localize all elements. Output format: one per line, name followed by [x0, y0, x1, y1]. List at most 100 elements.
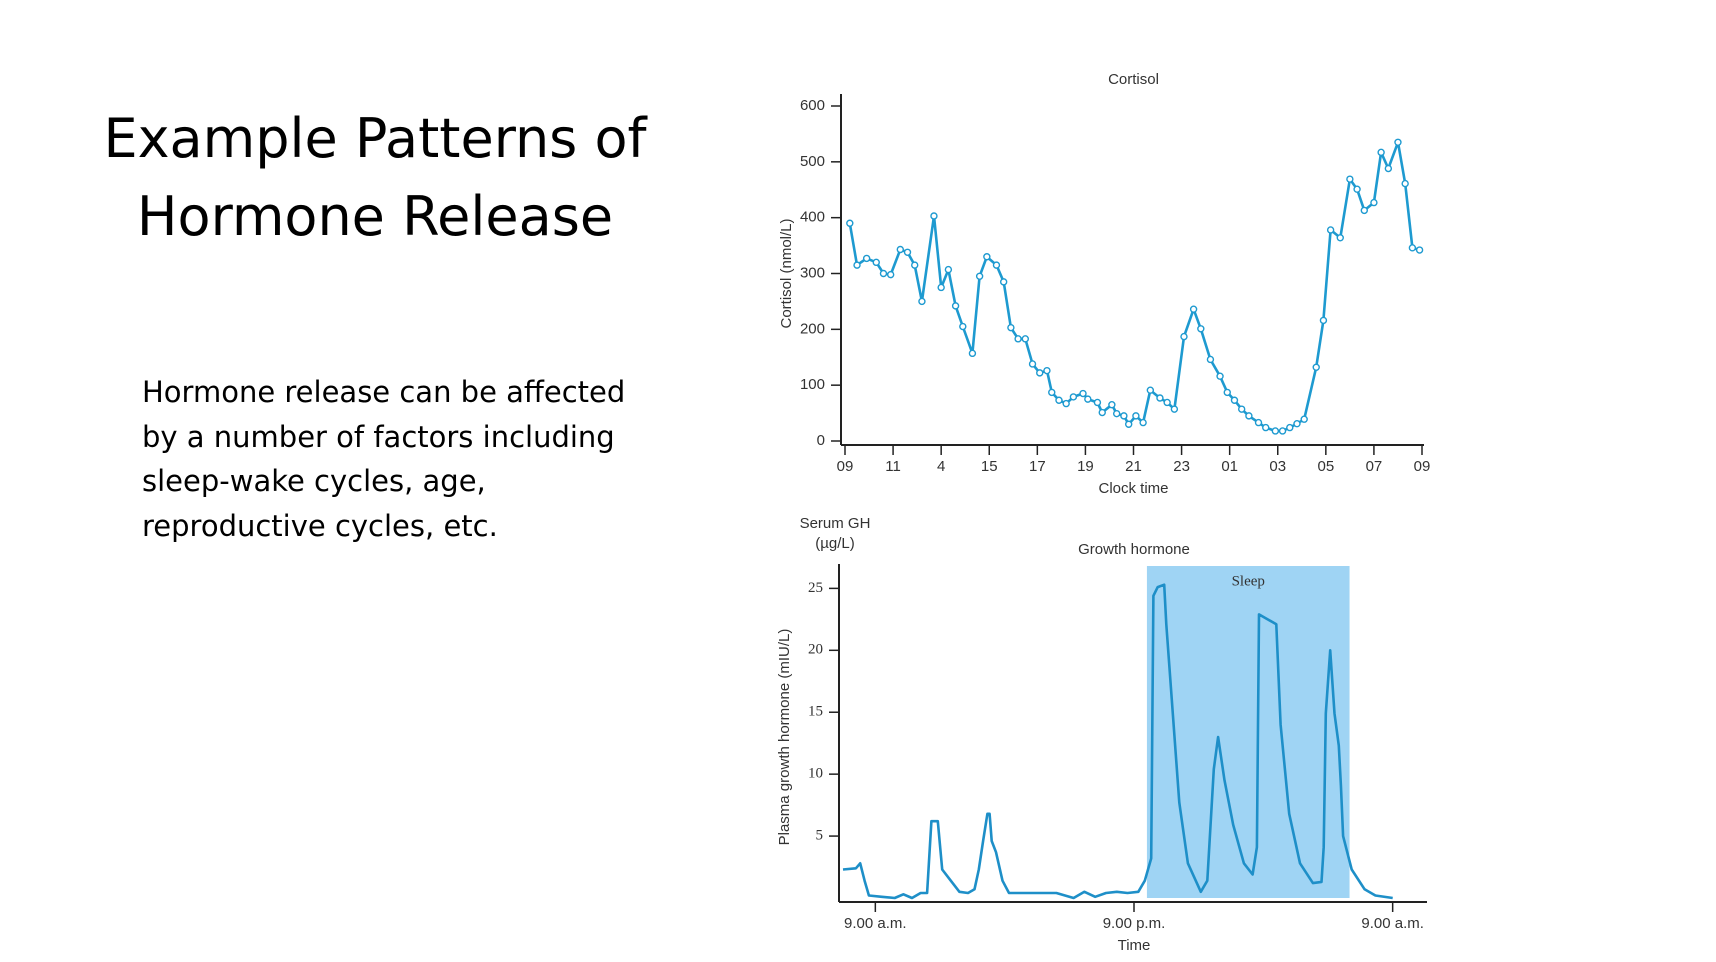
data-point [1108, 401, 1116, 409]
y-tick-label: 25 [808, 580, 823, 596]
data-point [1036, 369, 1044, 377]
data-point [930, 212, 938, 220]
data-point [1062, 399, 1070, 408]
x-tick-label: 09 [837, 458, 854, 475]
x-axis-label: Clock time [1098, 480, 1168, 497]
data-point [1156, 394, 1164, 402]
data-point [886, 270, 895, 279]
y-tick-label: 0 [817, 432, 825, 449]
y-tick-label: 100 [800, 376, 825, 393]
data-point [1319, 316, 1328, 325]
data-point [1093, 398, 1102, 407]
x-tick-label: 09 [1414, 458, 1431, 475]
data-point [1014, 335, 1022, 343]
data-point [992, 261, 1001, 269]
data-point [1084, 395, 1092, 403]
x-tick-label: 23 [1173, 458, 1190, 475]
body-text: Hormone release can be affected by a num… [142, 370, 625, 548]
data-point [1120, 412, 1128, 420]
y-axis-label-alt: (µg/L) [815, 535, 855, 552]
data-point [937, 283, 945, 292]
x-tick-label: 9.00 a.m. [1361, 915, 1424, 932]
data-point [1132, 412, 1140, 420]
data-point [968, 349, 977, 358]
x-tick-label: 4 [937, 458, 945, 475]
chart-title: Growth hormone [1078, 541, 1190, 558]
data-point [1189, 305, 1198, 313]
data-point [1401, 179, 1409, 188]
data-point [1326, 226, 1335, 234]
data-point [862, 254, 871, 263]
data-point [1055, 396, 1063, 404]
data-point [1254, 418, 1263, 427]
data-point [1216, 372, 1224, 380]
data-point [975, 272, 984, 280]
data-point [1293, 419, 1301, 428]
data-line [842, 583, 1393, 900]
x-tick-label: 17 [1029, 458, 1046, 475]
y-axis-label-alt: Serum GH [800, 515, 871, 532]
data-line [848, 141, 1420, 433]
body-line: reproductive cycles, etc. [142, 508, 498, 543]
data-point [1163, 398, 1171, 407]
data-point [879, 269, 888, 278]
body-line: Hormone release can be affected [142, 375, 626, 409]
data-point [1048, 388, 1056, 397]
data-point [1408, 244, 1417, 252]
data-point [944, 265, 953, 274]
data-point [1346, 175, 1354, 183]
shade-label: Sleep [1232, 573, 1265, 589]
data-point [1312, 363, 1320, 371]
data-point [1124, 420, 1133, 428]
y-tick-label: 500 [800, 153, 825, 170]
title-line: Hormone Release [136, 185, 614, 248]
data-point [1384, 164, 1393, 173]
data-point [1278, 427, 1287, 435]
data-point [951, 302, 960, 310]
data-point [1286, 423, 1294, 432]
data-point [1360, 206, 1369, 215]
data-point [983, 253, 991, 261]
data-point [1079, 389, 1087, 398]
data-point [1336, 234, 1344, 242]
data-point [1028, 360, 1037, 368]
x-tick-label: 19 [1077, 458, 1094, 475]
data-point [1043, 366, 1051, 375]
data-point [1415, 246, 1424, 254]
y-tick-label: 200 [800, 320, 825, 337]
y-tick-label: 20 [808, 642, 823, 658]
data-point [853, 261, 861, 269]
x-tick-label: 9.00 a.m. [844, 915, 907, 932]
data-point [1245, 412, 1253, 420]
y-axis-label: Plasma growth hormone (mIU/L) [776, 629, 793, 846]
data-point [1271, 427, 1280, 435]
data-point [1139, 418, 1147, 427]
data-point [1197, 325, 1205, 333]
data-point [1237, 405, 1246, 413]
x-tick-label: 05 [1317, 458, 1334, 475]
data-point [1170, 405, 1179, 413]
data-point [1180, 332, 1188, 341]
data-point [872, 258, 880, 267]
y-tick-label: 400 [800, 209, 825, 226]
data-point [1377, 148, 1385, 157]
x-tick-label: 03 [1269, 458, 1286, 475]
y-axis-label: Cortisol (nmol/L) [778, 218, 795, 328]
y-tick-label: 5 [816, 828, 824, 844]
data-point [896, 245, 904, 254]
data-point [1370, 198, 1378, 207]
data-point [1223, 388, 1231, 397]
shaded-region [1146, 566, 1350, 898]
data-point [918, 297, 926, 306]
data-point [1394, 138, 1402, 146]
data-point [1353, 185, 1361, 193]
data-point [1300, 415, 1308, 423]
title-line: Example Patterns of [103, 107, 647, 170]
data-point [1069, 393, 1078, 401]
x-tick-label: 11 [885, 458, 901, 475]
data-point [1262, 423, 1270, 432]
chart-title: Cortisol [1108, 71, 1159, 88]
data-point [1112, 409, 1121, 418]
